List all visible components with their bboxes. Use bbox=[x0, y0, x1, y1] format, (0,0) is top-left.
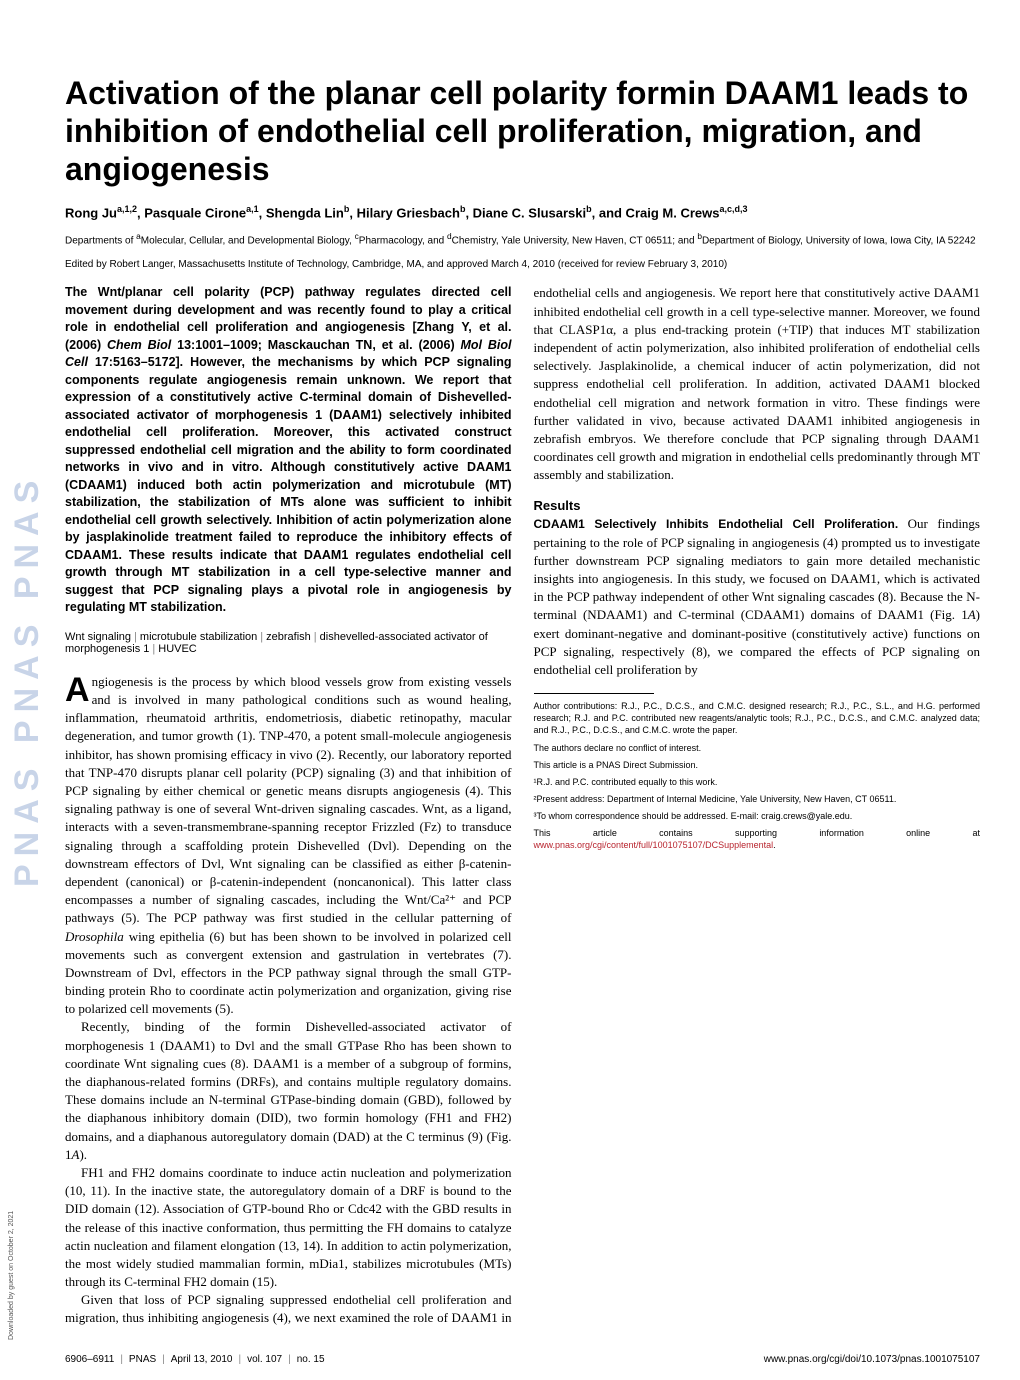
page-footer: 6906–6911|PNAS|April 13, 2010|vol. 107|n… bbox=[65, 1354, 980, 1380]
footnotes-rule bbox=[534, 693, 654, 694]
footer-issue: no. 15 bbox=[297, 1354, 325, 1365]
body-text: ngiogenesis is the process by which bloo… bbox=[65, 674, 512, 925]
results-heading: Results bbox=[534, 498, 981, 513]
results-subsection: CDAAM1 Selectively Inhibits Endothelial … bbox=[534, 515, 981, 679]
footer-date: April 13, 2010 bbox=[171, 1354, 233, 1365]
dropcap: A bbox=[65, 673, 92, 705]
download-note: Downloaded by guest on October 2, 2021 bbox=[8, 1211, 15, 1340]
footer-right: www.pnas.org/cgi/doi/10.1073/pnas.100107… bbox=[764, 1354, 980, 1365]
body-text: Recently, binding of the formin Dishevel… bbox=[65, 1019, 512, 1107]
intro-paragraph-1: Angiogenesis is the process by which blo… bbox=[65, 673, 512, 1019]
supplemental-link[interactable]: www.pnas.org/cgi/content/full/1001075107… bbox=[534, 840, 774, 850]
subsection-heading: CDAAM1 Selectively Inhibits Endothelial … bbox=[534, 517, 899, 531]
footer-journal: PNAS bbox=[129, 1354, 156, 1365]
affiliations: Departments of aMolecular, Cellular, and… bbox=[65, 231, 980, 248]
footer-volume: vol. 107 bbox=[247, 1354, 282, 1365]
footnote-correspondence: ³To whom correspondence should be addres… bbox=[534, 810, 981, 822]
keyword: Wnt signaling bbox=[65, 631, 131, 643]
body-text: Drosophila wing epithelia (6) but has be… bbox=[65, 929, 512, 1017]
footnote-text: This article contains supporting informa… bbox=[534, 828, 981, 838]
keyword: microtubule stabilization bbox=[140, 631, 257, 643]
footnote-equal: ¹R.J. and P.C. contributed equally to th… bbox=[534, 776, 981, 788]
footer-left: 6906–6911|PNAS|April 13, 2010|vol. 107|n… bbox=[65, 1354, 325, 1365]
authors-line: Rong Jua,1,2, Pasquale Cironea,1, Shengd… bbox=[65, 204, 980, 220]
article-content: Activation of the planar cell polarity f… bbox=[65, 0, 980, 1344]
two-column-body: The Wnt/planar cell polarity (PCP) pathw… bbox=[65, 284, 980, 1344]
footer-pages: 6906–6911 bbox=[65, 1354, 114, 1365]
footnote-text: . bbox=[773, 840, 776, 850]
intro-paragraph-3: FH1 and FH2 domains coordinate to induce… bbox=[65, 1164, 512, 1291]
footnote-address: ²Present address: Department of Internal… bbox=[534, 793, 981, 805]
footnote-supplemental: This article contains supporting informa… bbox=[534, 827, 981, 851]
keyword: zebrafish bbox=[266, 631, 311, 643]
footnote-conflict: The authors declare no conflict of inter… bbox=[534, 742, 981, 754]
keyword: HUVEC bbox=[158, 643, 197, 655]
subsection-body: Our findings pertaining to the role of P… bbox=[534, 516, 981, 677]
footnote-submission: This article is a PNAS Direct Submission… bbox=[534, 759, 981, 771]
edited-by: Edited by Robert Langer, Massachusetts I… bbox=[65, 259, 980, 270]
article-title: Activation of the planar cell polarity f… bbox=[65, 75, 980, 188]
intro-paragraph-2: Recently, binding of the formin Dishevel… bbox=[65, 1018, 512, 1164]
keywords: Wnt signaling|microtubule stabilization|… bbox=[65, 631, 512, 655]
footnote-contributions: Author contributions: R.J., P.C., D.C.S.… bbox=[534, 700, 981, 736]
pnas-sidebar-logo: PNAS PNAS PNAS bbox=[8, 80, 43, 1280]
abstract: The Wnt/planar cell polarity (PCP) pathw… bbox=[65, 284, 512, 617]
